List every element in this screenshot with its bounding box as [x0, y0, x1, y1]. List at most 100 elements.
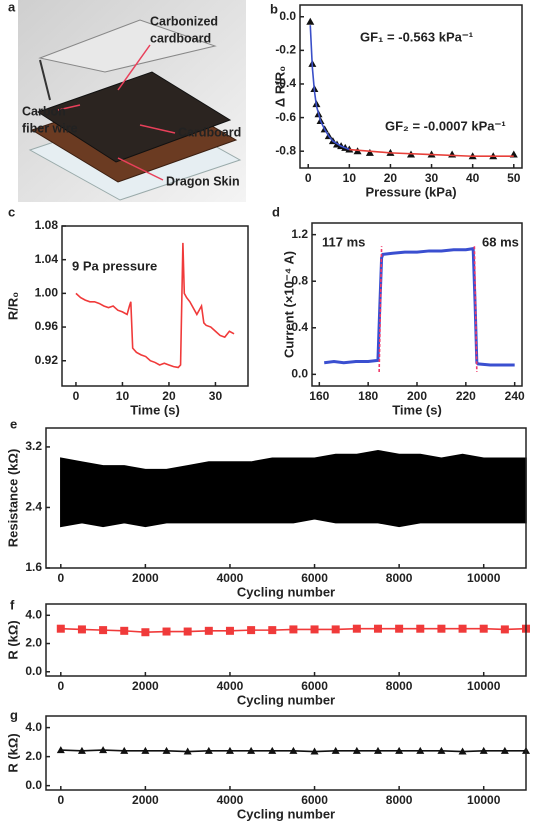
chart-panel: 0.92 0.96 1.00 1.04 1.08 0 10 20 30 Time (s) R/R₀ 9… [5, 218, 249, 417]
x-tick-label: 4000 [217, 679, 244, 693]
x-tick-label: 6000 [301, 571, 328, 585]
resistance-band [60, 449, 527, 528]
point [204, 746, 213, 754]
x-tick-label: 6000 [301, 793, 328, 807]
point [448, 150, 457, 158]
point [162, 746, 171, 754]
x-axis-title: Cycling number [237, 806, 335, 821]
panel-label: e [10, 416, 17, 431]
arrow [117, 157, 164, 181]
x-tick-label: 20 [162, 389, 176, 403]
x-tick-label: 10000 [467, 571, 501, 585]
x-tick-label: 10000 [467, 679, 501, 693]
plot-frame [45, 603, 527, 677]
y-tick-label: 2.4 [25, 500, 42, 514]
point [268, 746, 277, 754]
chart-panel: 0.0 0.4 0.8 1.2 160 180 200 220 240 Time (s) Curre… [281, 222, 525, 417]
plot-frame [45, 715, 527, 791]
point [77, 625, 86, 634]
y-tick-label: 3.2 [25, 439, 42, 453]
point [183, 627, 192, 636]
point [289, 625, 298, 634]
point [247, 746, 256, 754]
point [373, 746, 382, 754]
y-tick-label: 0.96 [35, 319, 59, 333]
arrow [117, 44, 151, 91]
point [437, 624, 446, 633]
illustration-label: Carbonized [150, 14, 218, 28]
x-tick-label: 220 [456, 389, 476, 403]
series-line [309, 25, 350, 151]
point [395, 624, 404, 633]
x-tick-label: 20 [384, 171, 398, 185]
plot-frame [61, 225, 249, 387]
x-tick-label: 0 [57, 571, 64, 585]
y-tick-label: 1.00 [35, 286, 59, 300]
plot-frame [311, 222, 523, 387]
y-axis-title: Resistance (kΩ) [5, 449, 20, 548]
point [141, 746, 150, 754]
point [204, 626, 213, 635]
annotation: GF₁ = -0.563 kPa⁻¹ [360, 29, 473, 44]
chart-panel: 0.0 2.0 4.0 0 2000 4000 6000 8000 10000 Cycling n… [5, 603, 530, 707]
y-tick-label: 2.0 [25, 749, 42, 763]
point [331, 746, 340, 754]
y-tick-label: -0.4 [275, 76, 296, 90]
y-tick-label: -0.2 [275, 43, 296, 57]
y-tick-label: 0.8 [291, 273, 308, 287]
series-line [324, 246, 515, 367]
series-line [378, 246, 383, 373]
annotation: 9 Pa pressure [72, 258, 157, 273]
y-tick-label: 0.0 [25, 778, 42, 792]
x-tick-label: 40 [466, 171, 480, 185]
y-tick-label: 0.0 [291, 367, 308, 381]
y-tick-label: 1.2 [291, 227, 308, 241]
point [416, 746, 425, 754]
illustration [18, 0, 246, 202]
y-axis-title: R (kΩ) [5, 733, 20, 772]
x-tick-label: 8000 [386, 793, 413, 807]
point [162, 627, 171, 636]
point [373, 624, 382, 633]
y-axis-title: R (kΩ) [5, 620, 20, 659]
point [56, 746, 65, 754]
x-tick-label: 8000 [386, 679, 413, 693]
point [331, 625, 340, 634]
y-tick-label: 1.04 [35, 252, 59, 266]
y-tick-label: -0.8 [275, 143, 296, 157]
point [416, 624, 425, 633]
plot-frame [45, 427, 527, 569]
panel-label: a [8, 0, 16, 14]
x-tick-label: 10 [343, 171, 357, 185]
illustration-label: Carbon [22, 104, 66, 118]
y-axis-title: Δ R/R₀ [272, 66, 287, 107]
illustration-label: fiber wire [22, 121, 78, 135]
x-tick-label: 4000 [217, 571, 244, 585]
x-tick-label: 180 [358, 389, 378, 403]
series-line [75, 242, 235, 369]
y-tick-label: 1.08 [35, 218, 59, 232]
annotation: 117 ms [322, 234, 365, 249]
annotation: GF₂ = -0.0007 kPa⁻¹ [385, 118, 506, 133]
panel-label: c [8, 204, 15, 219]
x-tick-label: 4000 [217, 793, 244, 807]
x-axis-title: Time (s) [392, 402, 442, 417]
x-tick-label: 2000 [132, 679, 159, 693]
x-tick-label: 2000 [132, 571, 159, 585]
x-tick-label: 10000 [467, 793, 501, 807]
x-tick-label: 6000 [301, 679, 328, 693]
y-tick-label: 4.0 [25, 720, 42, 734]
x-tick-label: 0 [57, 793, 64, 807]
x-tick-label: 160 [309, 389, 329, 403]
y-tick-label: 1.6 [25, 560, 42, 574]
y-tick-label: 4.0 [25, 607, 42, 621]
panel-label: g [10, 707, 18, 722]
arrow [57, 104, 81, 111]
point [310, 747, 319, 755]
point [310, 625, 319, 634]
illustration-label: Cardboard [178, 125, 241, 139]
point [99, 746, 108, 754]
y-tick-label: 0.4 [291, 320, 308, 334]
point [500, 625, 509, 634]
plot-frame [299, 4, 523, 169]
